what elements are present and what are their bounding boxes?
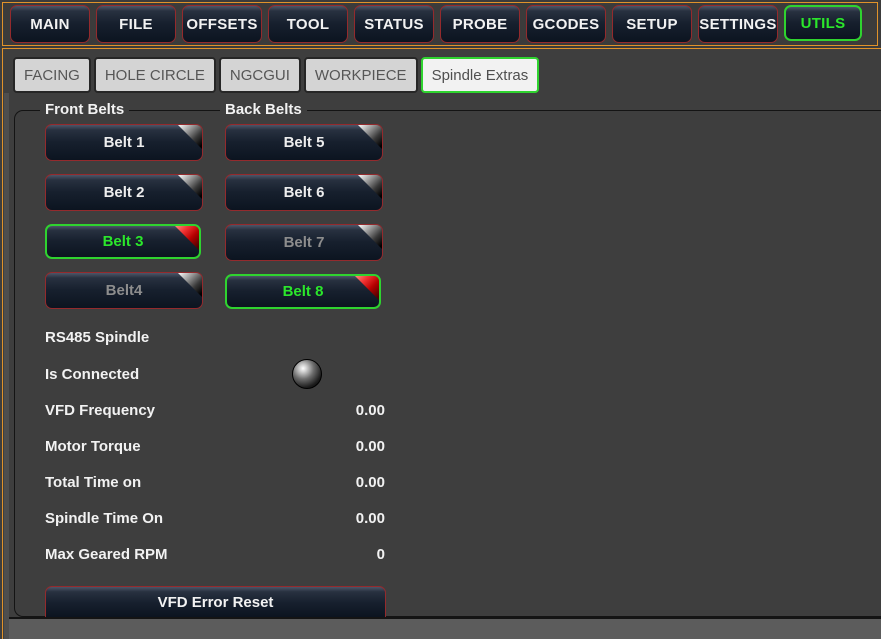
tab-hole-circle[interactable]: HOLE CIRCLE (93, 57, 216, 93)
top-menu-bar: MAIN FILE OFFSETS TOOL STATUS PROBE GCODES SETU… (0, 0, 881, 48)
belt-button-belt-5[interactable]: Belt 5 (225, 124, 383, 161)
nav-button-setup[interactable]: SETUP (612, 5, 692, 43)
tab-workpiece[interactable]: WORKPIECE (303, 57, 418, 93)
nav-button-status[interactable]: STATUS (354, 5, 434, 43)
stat-label: VFD Frequency (45, 401, 156, 419)
back-belts-title: Back Belts (220, 101, 307, 119)
left-edge-strip (3, 93, 9, 639)
belt-button-belt-8[interactable]: Belt 8 (225, 274, 381, 309)
belt-button-belt-7[interactable]: Belt 7 (225, 224, 383, 261)
stat-label: Max Geared RPM (45, 545, 168, 563)
stat-value: 0.00 (355, 509, 385, 527)
corner-fold-icon (177, 273, 202, 298)
nav-button-gcodes[interactable]: GCODES (526, 5, 606, 43)
corner-fold-icon (357, 225, 382, 250)
front-belts-title: Front Belts (40, 101, 130, 119)
belt-button-belt-3[interactable]: Belt 3 (45, 224, 201, 259)
front-belts-column: Belt 1 Belt 2 Belt 3 Belt4 (45, 124, 203, 309)
bottom-strip (9, 619, 881, 639)
stat-label: Spindle Time On (45, 509, 164, 527)
belt-button-label: Belt 7 (283, 234, 325, 251)
is-connected-row: Is Connected (45, 356, 385, 392)
belt-button-belt-6[interactable]: Belt 6 (225, 174, 383, 211)
stat-value: 0.00 (355, 437, 385, 455)
belt-button-label: Belt4 (105, 282, 143, 299)
rs485-stats: VFD Frequency 0.00 Motor Torque 0.00 Total T… (45, 392, 385, 572)
stat-value: 0.00 (355, 473, 385, 491)
panel-bottom-border (9, 616, 881, 619)
belt-button-label: Belt 3 (102, 233, 144, 250)
belt-button-belt4[interactable]: Belt4 (45, 272, 203, 309)
stat-row: Max Geared RPM 0 (45, 536, 385, 572)
corner-fold-icon (354, 276, 379, 301)
belt-button-belt-2[interactable]: Belt 2 (45, 174, 203, 211)
stat-label: Motor Torque (45, 437, 141, 455)
rs485-spindle-title: RS485 Spindle (45, 329, 150, 346)
back-belts-column: Belt 5 Belt 6 Belt 7 Belt 8 (225, 124, 383, 309)
nav-button-main[interactable]: MAIN (10, 5, 90, 43)
stat-row: Total Time on 0.00 (45, 464, 385, 500)
corner-fold-icon (177, 175, 202, 200)
nav-button-offsets[interactable]: OFFSETS (182, 5, 262, 43)
belt-button-belt-1[interactable]: Belt 1 (45, 124, 203, 161)
belt-button-label: Belt 5 (283, 134, 325, 151)
tab-facing[interactable]: FACING (13, 57, 91, 93)
tab-ngcgui[interactable]: NGCGUI (218, 57, 301, 93)
nav-button-settings[interactable]: SETTINGS (698, 5, 778, 43)
nav-button-tool[interactable]: TOOL (268, 5, 348, 43)
stat-row: Motor Torque 0.00 (45, 428, 385, 464)
stat-value: 0 (376, 545, 385, 563)
vfd-error-reset-button[interactable]: VFD Error Reset (45, 586, 386, 617)
corner-fold-icon (177, 125, 202, 150)
corner-fold-icon (357, 125, 382, 150)
belt-button-label: Belt 2 (103, 184, 145, 201)
stat-row: VFD Frequency 0.00 (45, 392, 385, 428)
corner-fold-icon (174, 226, 199, 251)
nav-button-probe[interactable]: PROBE (440, 5, 520, 43)
connected-led-indicator-icon (292, 359, 322, 389)
nav-button-file[interactable]: FILE (96, 5, 176, 43)
stat-value: 0.00 (355, 401, 385, 419)
stat-label: Total Time on (45, 473, 142, 491)
belt-button-label: Belt 6 (283, 184, 325, 201)
nav-button-utils[interactable]: UTILS (784, 5, 862, 41)
top-menu-items: MAIN FILE OFFSETS TOOL STATUS PROBE GCODES SETU… (10, 5, 862, 43)
stat-row: Spindle Time On 0.00 (45, 500, 385, 536)
is-connected-label: Is Connected (45, 365, 140, 383)
belt-button-label: Belt 1 (103, 134, 145, 151)
subtab-bar: FACING HOLE CIRCLE NGCGUI WORKPIECE Spindle … (13, 57, 540, 93)
tab-spindle-extras[interactable]: Spindle Extras (420, 57, 540, 93)
belt-button-label: Belt 8 (282, 283, 324, 300)
corner-fold-icon (357, 175, 382, 200)
